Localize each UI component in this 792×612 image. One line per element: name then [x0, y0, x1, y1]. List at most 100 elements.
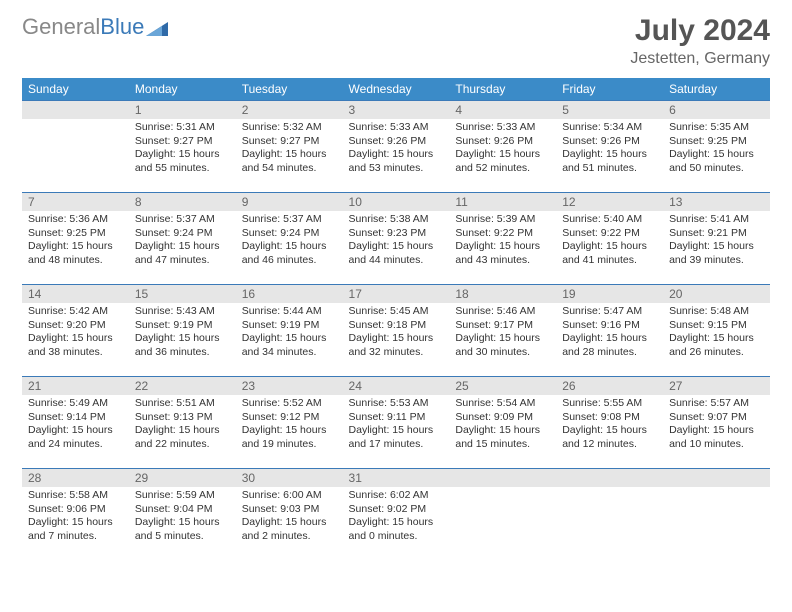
sunset-text: Sunset: 9:25 PM	[28, 227, 123, 241]
calendar-week: 7Sunrise: 5:36 AMSunset: 9:25 PMDaylight…	[22, 193, 770, 285]
sunset-text: Sunset: 9:14 PM	[28, 411, 123, 425]
calendar-day-cell: 29Sunrise: 5:59 AMSunset: 9:04 PMDayligh…	[129, 469, 236, 561]
day-number: 15	[129, 285, 236, 303]
sunrise-text: Sunrise: 5:48 AM	[669, 305, 764, 319]
calendar-day-cell: 22Sunrise: 5:51 AMSunset: 9:13 PMDayligh…	[129, 377, 236, 469]
sunset-text: Sunset: 9:20 PM	[28, 319, 123, 333]
day-details: Sunrise: 5:48 AMSunset: 9:15 PMDaylight:…	[663, 303, 770, 364]
calendar-day-cell: 6Sunrise: 5:35 AMSunset: 9:25 PMDaylight…	[663, 101, 770, 193]
calendar-day-cell: 30Sunrise: 6:00 AMSunset: 9:03 PMDayligh…	[236, 469, 343, 561]
calendar-day-cell: 1Sunrise: 5:31 AMSunset: 9:27 PMDaylight…	[129, 101, 236, 193]
daylight-text: Daylight: 15 hours and 5 minutes.	[135, 516, 230, 543]
day-details: Sunrise: 5:42 AMSunset: 9:20 PMDaylight:…	[22, 303, 129, 364]
calendar-day-cell: 20Sunrise: 5:48 AMSunset: 9:15 PMDayligh…	[663, 285, 770, 377]
sunset-text: Sunset: 9:04 PM	[135, 503, 230, 517]
day-details: Sunrise: 5:34 AMSunset: 9:26 PMDaylight:…	[556, 119, 663, 180]
calendar-day-cell: 7Sunrise: 5:36 AMSunset: 9:25 PMDaylight…	[22, 193, 129, 285]
daylight-text: Daylight: 15 hours and 24 minutes.	[28, 424, 123, 451]
calendar-day-cell: 11Sunrise: 5:39 AMSunset: 9:22 PMDayligh…	[449, 193, 556, 285]
calendar-day-cell	[22, 101, 129, 193]
calendar-day-cell: 28Sunrise: 5:58 AMSunset: 9:06 PMDayligh…	[22, 469, 129, 561]
sunrise-text: Sunrise: 5:47 AM	[562, 305, 657, 319]
sunset-text: Sunset: 9:13 PM	[135, 411, 230, 425]
day-number: 19	[556, 285, 663, 303]
sunrise-text: Sunrise: 5:59 AM	[135, 489, 230, 503]
brand-logo: GeneralBlue	[22, 14, 168, 40]
sunrise-text: Sunrise: 5:54 AM	[455, 397, 550, 411]
day-details: Sunrise: 5:39 AMSunset: 9:22 PMDaylight:…	[449, 211, 556, 272]
day-number: 16	[236, 285, 343, 303]
sunrise-text: Sunrise: 5:33 AM	[455, 121, 550, 135]
sunrise-text: Sunrise: 5:33 AM	[349, 121, 444, 135]
sunset-text: Sunset: 9:07 PM	[669, 411, 764, 425]
day-number: 23	[236, 377, 343, 395]
calendar-day-cell: 26Sunrise: 5:55 AMSunset: 9:08 PMDayligh…	[556, 377, 663, 469]
daylight-text: Daylight: 15 hours and 30 minutes.	[455, 332, 550, 359]
day-details: Sunrise: 5:54 AMSunset: 9:09 PMDaylight:…	[449, 395, 556, 456]
weekday-header: Sunday	[22, 78, 129, 101]
day-number: 1	[129, 101, 236, 119]
daylight-text: Daylight: 15 hours and 2 minutes.	[242, 516, 337, 543]
sunset-text: Sunset: 9:03 PM	[242, 503, 337, 517]
sunset-text: Sunset: 9:26 PM	[562, 135, 657, 149]
sunrise-text: Sunrise: 5:45 AM	[349, 305, 444, 319]
calendar-day-cell: 15Sunrise: 5:43 AMSunset: 9:19 PMDayligh…	[129, 285, 236, 377]
day-number: 10	[343, 193, 450, 211]
daylight-text: Daylight: 15 hours and 51 minutes.	[562, 148, 657, 175]
sunset-text: Sunset: 9:22 PM	[455, 227, 550, 241]
calendar-body: 1Sunrise: 5:31 AMSunset: 9:27 PMDaylight…	[22, 101, 770, 561]
day-number: 6	[663, 101, 770, 119]
day-number: 13	[663, 193, 770, 211]
calendar-week: 1Sunrise: 5:31 AMSunset: 9:27 PMDaylight…	[22, 101, 770, 193]
calendar-day-cell: 4Sunrise: 5:33 AMSunset: 9:26 PMDaylight…	[449, 101, 556, 193]
weekday-header: Monday	[129, 78, 236, 101]
day-details: Sunrise: 5:33 AMSunset: 9:26 PMDaylight:…	[343, 119, 450, 180]
daylight-text: Daylight: 15 hours and 53 minutes.	[349, 148, 444, 175]
day-number: 22	[129, 377, 236, 395]
sunset-text: Sunset: 9:08 PM	[562, 411, 657, 425]
calendar-day-cell: 17Sunrise: 5:45 AMSunset: 9:18 PMDayligh…	[343, 285, 450, 377]
sunrise-text: Sunrise: 5:37 AM	[135, 213, 230, 227]
day-details: Sunrise: 5:51 AMSunset: 9:13 PMDaylight:…	[129, 395, 236, 456]
brand-part1: General	[22, 14, 100, 40]
day-number: 7	[22, 193, 129, 211]
daylight-text: Daylight: 15 hours and 47 minutes.	[135, 240, 230, 267]
title-block: July 2024 Jestetten, Germany	[630, 14, 770, 68]
daylight-text: Daylight: 15 hours and 41 minutes.	[562, 240, 657, 267]
day-details: Sunrise: 5:46 AMSunset: 9:17 PMDaylight:…	[449, 303, 556, 364]
sunrise-text: Sunrise: 5:53 AM	[349, 397, 444, 411]
day-details: Sunrise: 6:02 AMSunset: 9:02 PMDaylight:…	[343, 487, 450, 548]
daylight-text: Daylight: 15 hours and 55 minutes.	[135, 148, 230, 175]
day-number: 25	[449, 377, 556, 395]
daylight-text: Daylight: 15 hours and 17 minutes.	[349, 424, 444, 451]
day-number: 31	[343, 469, 450, 487]
day-details: Sunrise: 5:44 AMSunset: 9:19 PMDaylight:…	[236, 303, 343, 364]
calendar-day-cell: 18Sunrise: 5:46 AMSunset: 9:17 PMDayligh…	[449, 285, 556, 377]
sunset-text: Sunset: 9:11 PM	[349, 411, 444, 425]
calendar-week: 28Sunrise: 5:58 AMSunset: 9:06 PMDayligh…	[22, 469, 770, 561]
day-number: 26	[556, 377, 663, 395]
day-number: 21	[22, 377, 129, 395]
sunset-text: Sunset: 9:17 PM	[455, 319, 550, 333]
sunrise-text: Sunrise: 5:44 AM	[242, 305, 337, 319]
sunrise-text: Sunrise: 5:49 AM	[28, 397, 123, 411]
sunrise-text: Sunrise: 5:34 AM	[562, 121, 657, 135]
day-details: Sunrise: 5:57 AMSunset: 9:07 PMDaylight:…	[663, 395, 770, 456]
weekday-header: Tuesday	[236, 78, 343, 101]
day-number: 24	[343, 377, 450, 395]
calendar-day-cell: 14Sunrise: 5:42 AMSunset: 9:20 PMDayligh…	[22, 285, 129, 377]
sunrise-text: Sunrise: 5:35 AM	[669, 121, 764, 135]
daylight-text: Daylight: 15 hours and 0 minutes.	[349, 516, 444, 543]
sunrise-text: Sunrise: 5:58 AM	[28, 489, 123, 503]
sunset-text: Sunset: 9:27 PM	[242, 135, 337, 149]
weekday-header: Friday	[556, 78, 663, 101]
daylight-text: Daylight: 15 hours and 26 minutes.	[669, 332, 764, 359]
daylight-text: Daylight: 15 hours and 32 minutes.	[349, 332, 444, 359]
sunrise-text: Sunrise: 5:39 AM	[455, 213, 550, 227]
day-details: Sunrise: 5:58 AMSunset: 9:06 PMDaylight:…	[22, 487, 129, 548]
calendar-day-cell: 25Sunrise: 5:54 AMSunset: 9:09 PMDayligh…	[449, 377, 556, 469]
daylight-text: Daylight: 15 hours and 39 minutes.	[669, 240, 764, 267]
sunset-text: Sunset: 9:18 PM	[349, 319, 444, 333]
weekday-header: Thursday	[449, 78, 556, 101]
day-number: 20	[663, 285, 770, 303]
